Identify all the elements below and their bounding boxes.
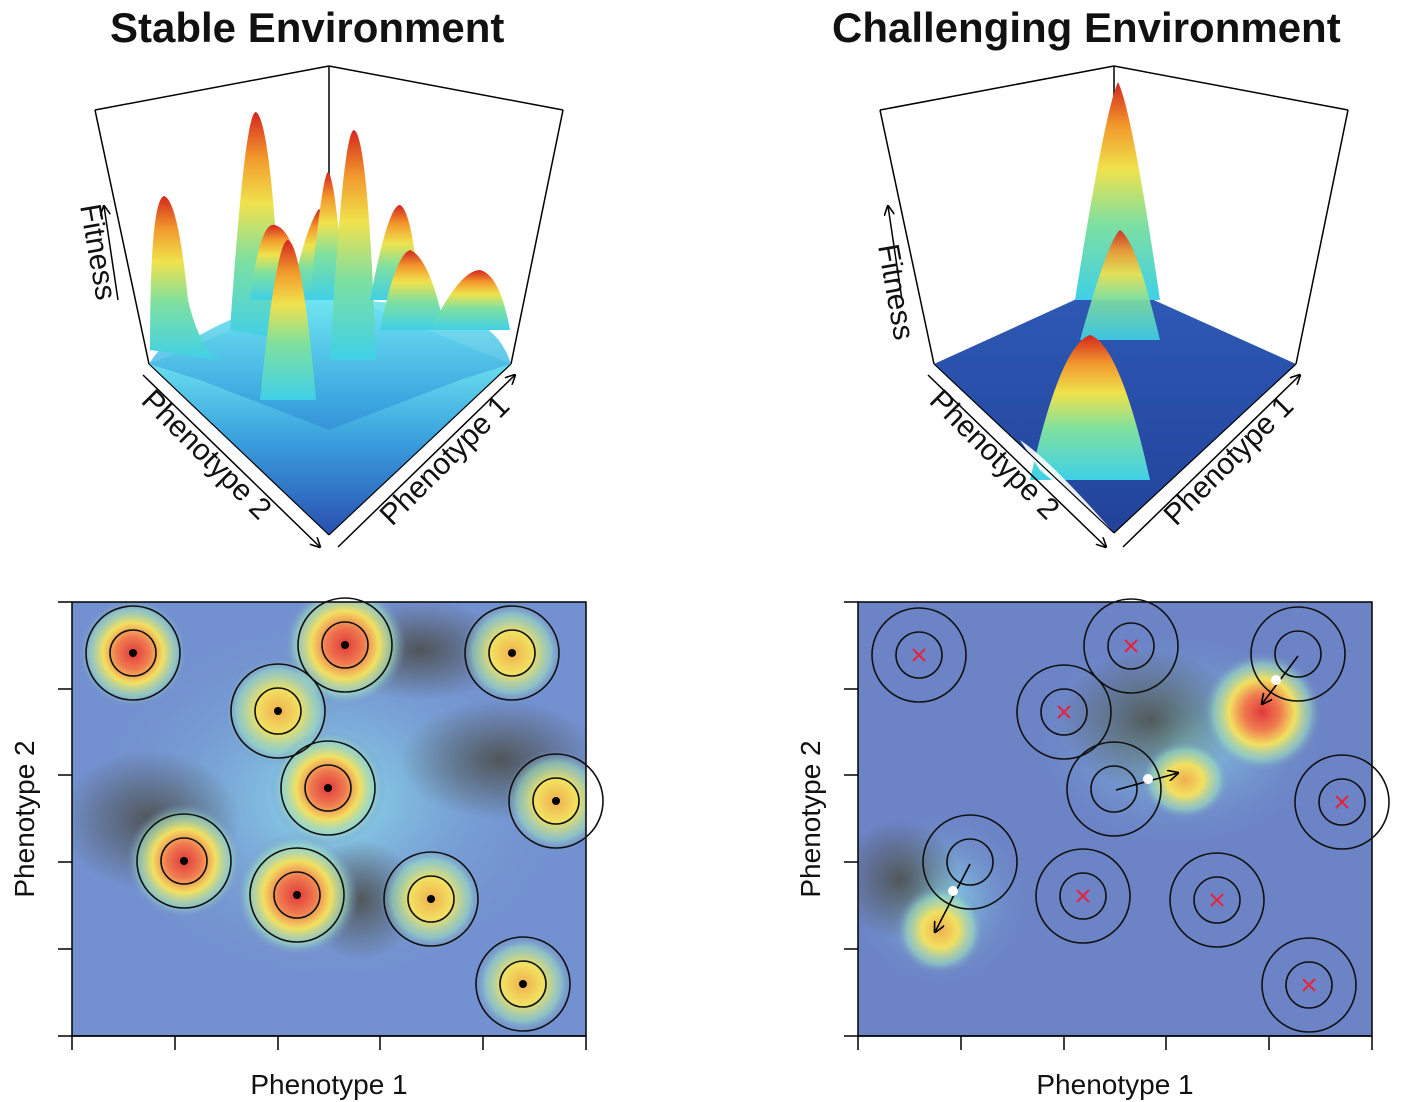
population-dot bbox=[519, 980, 527, 988]
population-dot bbox=[274, 707, 282, 715]
challenging-fitness-axis-label: Fitness bbox=[871, 241, 920, 342]
stable-peak bbox=[380, 250, 445, 330]
moved-population-dot bbox=[1143, 774, 1153, 784]
cross-marker bbox=[1076, 889, 1090, 903]
challenging-map-y-axis-label: Phenotype 2 bbox=[795, 740, 826, 897]
challenging-peak bbox=[1075, 82, 1160, 300]
stable-fitness-axis-label: Fitness bbox=[73, 201, 122, 302]
population-dot bbox=[552, 797, 560, 805]
cross-marker bbox=[912, 648, 926, 662]
stable-surface-plot: Fitness Phenotype 2 Phenotype 1 bbox=[73, 65, 564, 547]
stable-peak bbox=[149, 364, 511, 535]
population-dot bbox=[180, 857, 188, 865]
population-dot bbox=[293, 891, 301, 899]
population-dot bbox=[341, 641, 349, 649]
challenging-environment-title: Challenging Environment bbox=[832, 4, 1341, 51]
stable-heatmap: Phenotype 1 Phenotype 2 bbox=[9, 597, 604, 1100]
cross-marker bbox=[1302, 978, 1316, 992]
cross-marker bbox=[1210, 893, 1224, 907]
cross-marker bbox=[1057, 705, 1071, 719]
stable-optima-markers bbox=[85, 597, 604, 1032]
cross-marker bbox=[1335, 795, 1349, 809]
stable-map-x-axis-label: Phenotype 1 bbox=[250, 1069, 407, 1100]
stable-map-y-axis-label: Phenotype 2 bbox=[9, 740, 40, 897]
stable-peak bbox=[150, 196, 220, 360]
challenging-optima-markers bbox=[871, 598, 1390, 1033]
population-dot bbox=[508, 649, 516, 657]
moved-population-dot bbox=[1271, 675, 1281, 685]
population-dot bbox=[324, 784, 332, 792]
challenging-heatmap: Phenotype 1 Phenotype 2 bbox=[795, 598, 1390, 1100]
stable-peak bbox=[260, 240, 316, 400]
lost-optima-crosses bbox=[912, 639, 1349, 992]
population-dot bbox=[427, 895, 435, 903]
stable-peak bbox=[430, 270, 510, 330]
stable-peak bbox=[330, 130, 376, 360]
challenging-peak bbox=[1030, 335, 1150, 480]
movement-arrow bbox=[935, 863, 971, 932]
stable-environment-title: Stable Environment bbox=[110, 4, 505, 51]
challenging-surface-plot: Fitness Phenotype 2 Phenotype 1 bbox=[871, 65, 1349, 547]
cross-marker bbox=[1124, 639, 1138, 653]
challenging-map-x-axis-label: Phenotype 1 bbox=[1036, 1069, 1193, 1100]
moved-population-dot bbox=[948, 886, 958, 896]
population-dot bbox=[129, 649, 137, 657]
challenging-peak bbox=[1080, 230, 1160, 340]
